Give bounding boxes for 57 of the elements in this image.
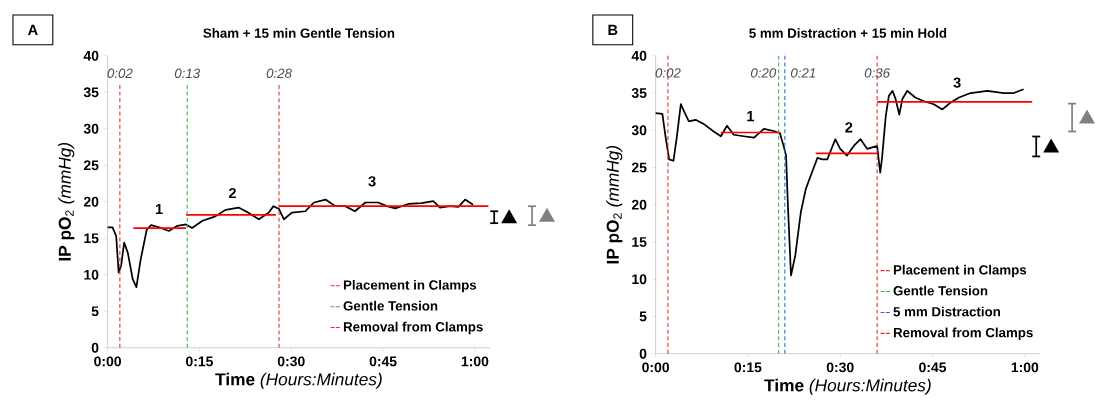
y-axis-title: IP pO$_{2}$ (mmHg) [606, 145, 623, 264]
y-tick-label: 10 [84, 269, 99, 280]
x-tick-label: 1:00 [1011, 362, 1039, 373]
chart-title: 5 mm Distraction + 15 min Hold [749, 27, 947, 38]
x-axis-title: Time (Hours:Minutes) [764, 378, 931, 395]
line-series [654, 88, 1025, 277]
y-tick-label: 40 [83, 50, 99, 61]
y-tick-label: 20 [631, 199, 647, 210]
legend-label: Gentle Tension [343, 300, 438, 311]
y-tick-label: 35 [83, 87, 99, 98]
y-tick-label: 10 [632, 274, 647, 284]
text: B [608, 24, 618, 35]
annotation: 0:02 [107, 68, 133, 78]
legend-label: Removal from Clamps [893, 327, 1033, 340]
y-tick-label: 0 [91, 342, 99, 353]
y-tick-label: 25 [631, 162, 647, 173]
annotation: 0:20 [750, 67, 777, 78]
annotation: 0:02 [655, 67, 681, 78]
y-tick-label: 5 [639, 311, 647, 322]
y-tick-label: 25 [83, 160, 99, 170]
x-tick-label: 0:15 [734, 362, 762, 373]
y-tick-label: 30 [83, 123, 99, 134]
y-tick-label: 40 [631, 50, 647, 61]
text: A [27, 24, 38, 35]
x-axis-title: Time (Hours:Minutes) [215, 372, 382, 389]
annotation: 2 [228, 187, 236, 198]
legend-label: Gentle Tension [893, 285, 988, 296]
x-tick-label: 1:00 [461, 356, 489, 367]
y-tick-label: 0 [639, 348, 647, 359]
y-tick-label: 5 [91, 306, 99, 316]
legend-label: Placement in Clamps [343, 279, 477, 293]
legend-label: 5 mm Distraction [893, 306, 1000, 317]
annotation: 0:28 [266, 68, 292, 78]
y-axis-title: IP pO$_{2}$ (mmHg) [58, 142, 75, 261]
y-tick-label: 20 [83, 196, 99, 207]
annotation: 2 [845, 121, 853, 133]
annotation: 3 [368, 175, 376, 187]
annotation: 3 [953, 77, 961, 88]
chart-title: Sham + 15 min Gentle Tension [203, 27, 395, 38]
legend-label: Placement in Clamps [893, 264, 1027, 277]
y-tick-label: 30 [631, 125, 647, 135]
annotation: 0:21 [790, 67, 816, 78]
x-tick-label: 0:30 [826, 362, 854, 373]
x-tick-label: 0:00 [94, 356, 121, 367]
x-tick-label: 0:30 [277, 356, 305, 367]
x-tick-label: 0:00 [642, 362, 669, 373]
annotation: 1 [747, 110, 755, 121]
x-tick-label: 0:45 [919, 362, 947, 373]
annotation: 0:36 [864, 67, 891, 78]
y-tick-label: 15 [84, 233, 99, 243]
x-tick-label: 0:15 [186, 356, 213, 367]
annotation: 1 [155, 203, 163, 214]
y-tick-label: 15 [632, 236, 647, 247]
legend-label: Removal from Clamps [343, 321, 483, 334]
x-tick-label: 0:45 [369, 356, 397, 367]
y-tick-label: 35 [631, 87, 647, 98]
annotation: 0:13 [174, 68, 201, 78]
